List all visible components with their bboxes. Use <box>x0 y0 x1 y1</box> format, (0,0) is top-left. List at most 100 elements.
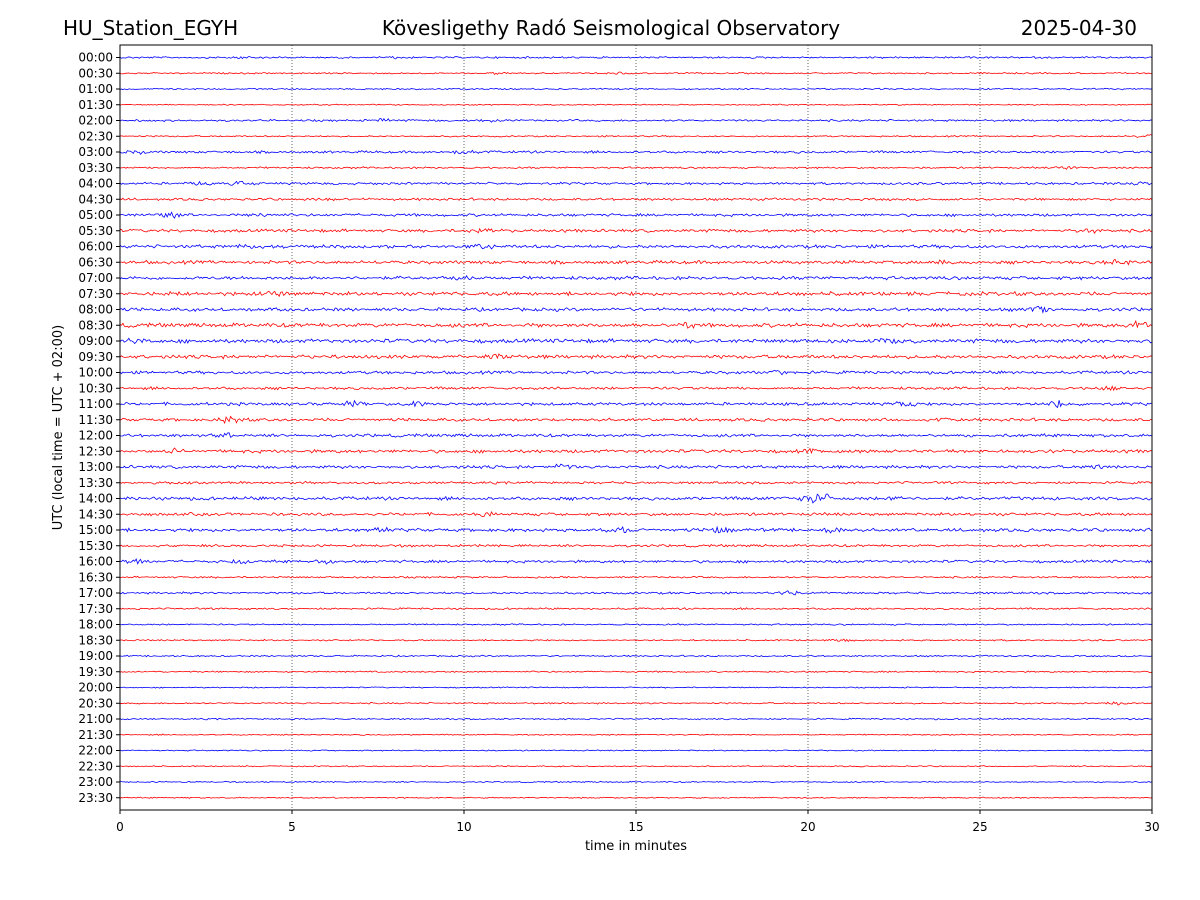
grid-lines <box>291 45 981 810</box>
trace-1000 <box>119 369 1153 376</box>
x-tick-label: 30 <box>1144 820 1159 834</box>
trace-0100 <box>119 87 1153 91</box>
trace-1830 <box>119 638 1153 643</box>
trace-1100 <box>119 399 1153 409</box>
y-tick-label: 11:00 <box>78 397 113 411</box>
y-tick-label: 15:30 <box>78 539 113 553</box>
trace-1630 <box>119 575 1153 579</box>
trace-1330 <box>119 480 1153 485</box>
trace-1400 <box>119 493 1153 504</box>
x-tick-label: 25 <box>972 820 987 834</box>
y-tick-label: 15:00 <box>78 523 113 537</box>
y-tick-label: 23:00 <box>78 775 113 789</box>
x-axis-label: time in minutes <box>585 839 687 854</box>
y-tick-label: 14:00 <box>78 492 113 506</box>
y-tick-label: 14:30 <box>78 507 113 521</box>
trace-1800 <box>119 623 1153 626</box>
y-tick-label: 04:00 <box>78 177 113 191</box>
trace-1600 <box>119 558 1153 565</box>
y-tick-label: 12:30 <box>78 444 113 458</box>
y-tick-label: 01:30 <box>78 98 113 112</box>
y-tick-label: 23:30 <box>78 791 113 805</box>
trace-0900 <box>119 337 1153 345</box>
trace-0530 <box>119 227 1153 234</box>
trace-2130 <box>119 733 1153 736</box>
y-tick-label: 00:30 <box>78 66 113 80</box>
trace-0700 <box>119 274 1153 281</box>
y-tick-label: 05:00 <box>78 208 113 222</box>
y-tick-label: 18:30 <box>78 633 113 647</box>
y-tick-label: 13:30 <box>78 476 113 490</box>
y-tick-label: 03:30 <box>78 161 113 175</box>
trace-1930 <box>119 670 1153 674</box>
y-tick-label: 07:30 <box>78 287 113 301</box>
y-tick-label: 21:00 <box>78 712 113 726</box>
y-tick-label: 00:00 <box>78 51 113 65</box>
y-tick-label: 12:00 <box>78 429 113 443</box>
y-tick-label: 06:30 <box>78 255 113 269</box>
trace-0600 <box>119 243 1153 250</box>
y-tick-label: 09:30 <box>78 350 113 364</box>
x-tick-label: 5 <box>288 820 296 834</box>
trace-1300 <box>119 463 1153 470</box>
y-tick-label: 17:00 <box>78 586 113 600</box>
trace-0930 <box>119 353 1153 360</box>
trace-1200 <box>119 432 1153 438</box>
x-tick-label: 0 <box>116 820 124 834</box>
x-tick-label: 10 <box>456 820 471 834</box>
y-tick-label: 18:00 <box>78 618 113 632</box>
trace-0330 <box>119 166 1153 170</box>
y-tick-label: 05:30 <box>78 224 113 238</box>
y-tick-label: 21:30 <box>78 728 113 742</box>
date-title: 2025-04-30 <box>1020 16 1137 40</box>
trace-0830 <box>119 319 1153 330</box>
trace-0300 <box>119 149 1153 156</box>
y-tick-label: 10:00 <box>78 366 113 380</box>
y-tick-label: 16:00 <box>78 555 113 569</box>
trace-1430 <box>119 510 1153 518</box>
y-tick-label: 10:30 <box>78 381 113 395</box>
x-ticks: 0 5 10 15 20 25 30 <box>116 810 1160 834</box>
y-tick-label: 19:30 <box>78 665 113 679</box>
trace-0430 <box>119 197 1153 202</box>
station-title: HU_Station_EGYH <box>63 16 239 40</box>
y-tick-label: 20:30 <box>78 696 113 710</box>
trace-1530 <box>119 543 1153 548</box>
trace-2000 <box>119 686 1153 689</box>
trace-1700 <box>119 590 1153 596</box>
y-tick-label: 09:00 <box>78 334 113 348</box>
trace-2030 <box>119 701 1153 706</box>
y-tick-label: 07:00 <box>78 271 113 285</box>
y-tick-label: 22:30 <box>78 759 113 773</box>
y-tick-label: 11:30 <box>78 413 113 427</box>
y-tick-label: 16:30 <box>78 570 113 584</box>
trace-0200 <box>119 117 1153 123</box>
y-tick-label: 20:00 <box>78 681 113 695</box>
trace-1030 <box>119 385 1153 392</box>
y-tick-label: 06:00 <box>78 240 113 254</box>
y-tick-label: 01:00 <box>78 82 113 96</box>
trace-0000 <box>119 55 1153 60</box>
trace-0730 <box>119 290 1153 298</box>
trace-2200 <box>119 749 1153 752</box>
trace-1230 <box>119 447 1153 455</box>
y-tick-label: 02:30 <box>78 129 113 143</box>
trace-1730 <box>119 607 1153 611</box>
y-axis-label: UTC (local time = UTC + 02:00) <box>51 325 66 530</box>
y-tick-label: 08:00 <box>78 303 113 317</box>
y-tick-label: 08:30 <box>78 318 113 332</box>
y-tick-label: 03:00 <box>78 145 113 159</box>
trace-2100 <box>119 717 1153 721</box>
y-tick-label: 13:00 <box>78 460 113 474</box>
trace-0500 <box>119 211 1153 219</box>
trace-0030 <box>119 71 1153 76</box>
observatory-title: Kövesligethy Radó Seismological Observat… <box>381 16 841 40</box>
y-tick-label: 22:00 <box>78 744 113 758</box>
traces <box>119 55 1153 799</box>
trace-1500 <box>119 525 1153 534</box>
trace-1130 <box>119 415 1153 425</box>
trace-0230 <box>119 134 1153 138</box>
trace-2230 <box>119 765 1153 768</box>
